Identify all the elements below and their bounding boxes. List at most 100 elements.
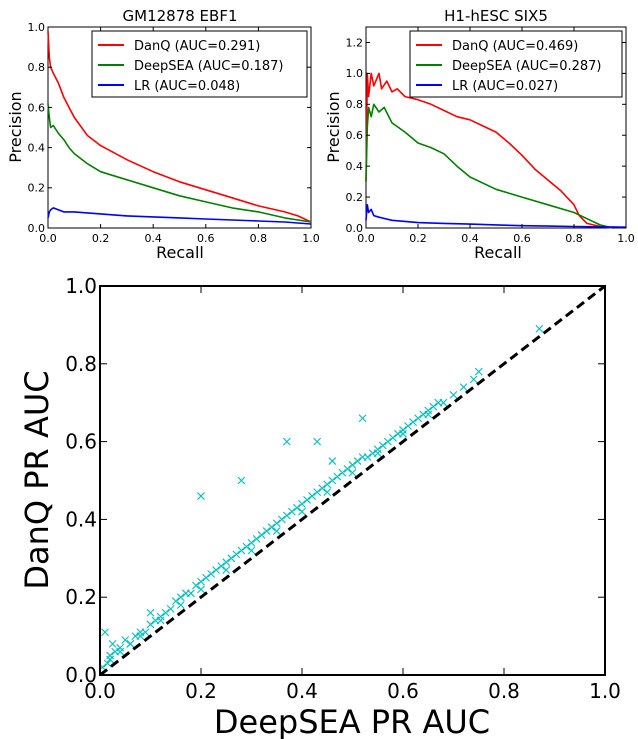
- chart1-title: GM12878 EBF1: [123, 7, 238, 25]
- x-tick-label: 0.8: [565, 232, 583, 245]
- chart2-legend-label-lr: LR (AUC=0.027): [452, 79, 558, 94]
- scatter-point: [106, 655, 114, 664]
- scatter-point: [272, 519, 281, 528]
- chart2-legend: DanQ (AUC=0.469) DeepSEA (AUC=0.287) LR …: [409, 30, 623, 98]
- chart1-legend-label-deepsea: DeepSEA (AUC=0.187): [134, 59, 284, 74]
- scatter-point: [267, 523, 276, 532]
- scatter-point: [207, 569, 215, 578]
- y-tick-label: 0.6: [65, 430, 97, 454]
- chart2-title: H1-hESC SIX5: [444, 7, 548, 25]
- scatter-point: [298, 499, 306, 508]
- x-tick-label: 0.0: [84, 679, 116, 703]
- scatter-point: [257, 531, 266, 539]
- x-tick-label: 1.0: [617, 232, 635, 245]
- x-tick-label: 0.4: [461, 232, 479, 245]
- y-tick-label: 0.6: [28, 101, 46, 114]
- scatter-point: [338, 468, 347, 477]
- x-tick-label: 0.2: [409, 232, 427, 245]
- x-tick-label: 0.6: [387, 679, 419, 703]
- scatter-point: [136, 632, 145, 640]
- scatter-point: [328, 476, 337, 485]
- y-tick-label: 0.8: [65, 352, 97, 376]
- chart1-legend-box: [91, 30, 308, 98]
- scatter-point: [176, 593, 185, 602]
- scatter-point: [298, 507, 306, 516]
- scatter-point: [313, 488, 322, 497]
- scatter-point: [343, 464, 352, 473]
- scatter-point: [232, 550, 241, 559]
- y-tick-label: 1.0: [65, 274, 97, 298]
- scatter-point: [308, 492, 316, 500]
- scatter-point: [197, 585, 205, 594]
- chart2-series-group: [365, 72, 627, 229]
- scatter-point: [378, 441, 387, 450]
- chart1-x-axis-label: Recall: [156, 243, 204, 262]
- chart2-ticks: 0.0 0.2 0.4 0.6 0.8 1.0 0.0 0.2 0.4 0.6 0.8 1.0 1.2: [346, 27, 635, 245]
- scatter-point: [282, 437, 291, 446]
- scatter-point: [222, 558, 231, 567]
- scatter-point: [429, 402, 438, 411]
- scatter-point: [227, 554, 236, 563]
- y-tick-label: 1.0: [28, 21, 46, 34]
- scatter-point: [126, 639, 135, 648]
- x-tick-label: 1.0: [302, 232, 320, 245]
- y-tick-label: 0.4: [28, 141, 46, 154]
- y-tick-label: 0.8: [28, 61, 46, 74]
- y-tick-label: 0.8: [346, 98, 364, 111]
- y-tick-label: 0.6: [346, 129, 364, 142]
- chart2-legend-box: [409, 30, 623, 98]
- scatter-point: [277, 515, 286, 524]
- scatter-point: [439, 398, 448, 407]
- scatter-point: [353, 457, 362, 465]
- scatter-point: [414, 414, 423, 423]
- scatter-point: [313, 437, 322, 446]
- chart-scatter-pr-auc: 0.0 0.2 0.4 0.6 0.8 1.0 0.0 0.2 0.4 0.6 0.8 1.0 Dee…: [18, 274, 621, 739]
- scatter-point: [237, 546, 246, 555]
- scatter-point: [303, 496, 311, 504]
- scatter-point: [348, 461, 357, 469]
- scatter-point: [389, 433, 397, 442]
- scatter-point: [272, 527, 281, 535]
- chart1-legend-label-danq: DanQ (AUC=0.291): [134, 39, 260, 54]
- scatter-point: [333, 472, 342, 481]
- scatter-point: [103, 659, 112, 668]
- x-tick-label: 0.4: [286, 679, 318, 703]
- x-tick-label: 1.0: [589, 679, 621, 703]
- y-tick-label: 0.2: [346, 191, 364, 204]
- scatter-point: [176, 601, 185, 609]
- scatter-point: [141, 628, 150, 637]
- chart1-legend-label-lr: LR (AUC=0.048): [134, 79, 240, 94]
- scatter-point: [121, 636, 130, 644]
- x-tick-label: 0.4: [144, 232, 162, 245]
- scatter-point: [404, 422, 412, 430]
- scatter-point: [217, 562, 226, 570]
- chart-h1-hesc-six5: H1-hESC SIX5 0.0 0.2 0.4 0.6 0.8 1.0 0.0 0.2 0.4…: [324, 7, 635, 262]
- chart3-ticks: 0.0 0.2 0.4 0.6 0.8 1.0 0.0 0.2 0.4 0.6 0.8 1.0: [65, 274, 621, 703]
- scatter-point: [282, 511, 291, 520]
- chart2-legend-label-deepsea: DeepSEA (AUC=0.287): [452, 59, 602, 74]
- chart-gm12878-ebf1: GM12878 EBF1 0.0 0.2 0.4 0.6 0.8 1.0 0.0 0.2 0.4…: [6, 7, 320, 262]
- scatter-point: [212, 566, 221, 574]
- scatter-point: [222, 566, 231, 574]
- scatter-point: [242, 542, 251, 551]
- scatter-point: [146, 608, 155, 617]
- x-tick-label: 0.6: [513, 232, 531, 245]
- scatter-point: [247, 546, 256, 555]
- chart3-frame: [99, 285, 606, 676]
- scatter-point: [469, 375, 478, 384]
- scatter-point: [108, 639, 117, 648]
- scatter-point: [535, 324, 544, 333]
- scatter-point: [237, 476, 246, 485]
- scatter-point: [409, 418, 417, 427]
- x-tick-label: 0.0: [39, 232, 57, 245]
- chart3-y-axis-label: DanQ PR AUC: [18, 370, 56, 589]
- y-tick-label: 1.2: [346, 36, 364, 49]
- y-tick-label: 0.2: [65, 585, 97, 609]
- x-tick-label: 0.6: [197, 232, 215, 245]
- series-line-0: [365, 72, 614, 229]
- chart1-series-group: [47, 30, 312, 225]
- scatter-point: [197, 492, 205, 500]
- scatter-point: [101, 628, 109, 637]
- x-tick-label: 0.2: [92, 232, 110, 245]
